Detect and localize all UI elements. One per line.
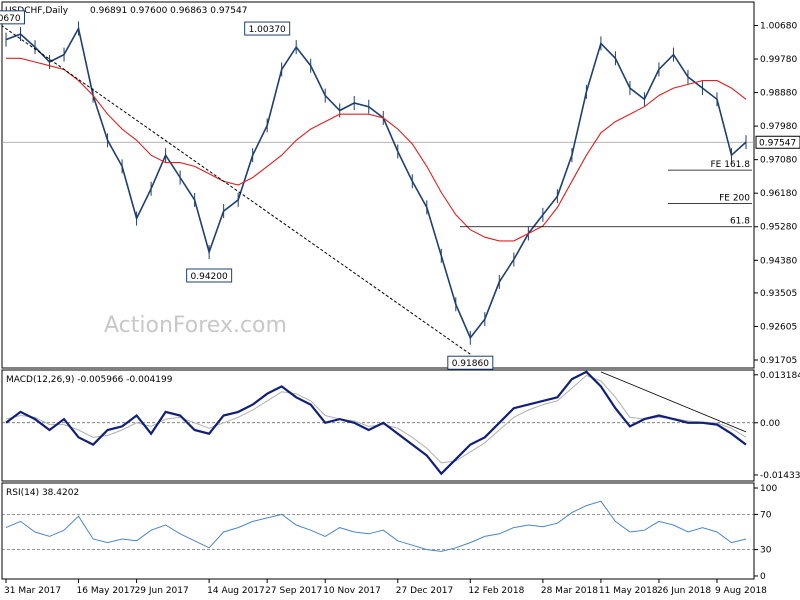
x-tick-label: 12 Feb 2018: [468, 586, 524, 596]
price-tick-label: 0.92605: [760, 322, 797, 332]
fib-level-label: 61.8: [730, 217, 750, 227]
annotation-box: [0, 10, 25, 25]
price-series-line: [5, 26, 747, 340]
rsi-layer: 100 70 30 0: [2, 484, 777, 582]
moving-average-line: [6, 57, 747, 242]
annotation-box: [186, 268, 233, 283]
rsi-title: RSI(14) 38.4202: [6, 488, 79, 498]
price-tick-label: 0.97980: [760, 122, 797, 132]
current-price-box: [755, 135, 800, 149]
annotation-box: [244, 21, 291, 36]
x-axis: 31 Mar 2017 16 May 2017 29 Jun 2017 14 Aug …: [4, 579, 767, 596]
x-tick-label: 28 Mar 2018: [541, 586, 598, 596]
price-trendline: [1, 25, 471, 355]
chart-ohlc: 0.96891 0.97600 0.96863 0.97547: [90, 6, 247, 16]
watermark: ActionForex.com: [104, 313, 287, 338]
x-tick-label: 14 Aug 2017: [207, 586, 265, 596]
macd-tick-label: 0.00: [760, 419, 780, 429]
rsi-tick-label: 70: [760, 510, 772, 520]
x-tick-label: 31 Mar 2017: [4, 586, 61, 596]
x-tick-label: 9 Aug 2018: [715, 586, 767, 596]
x-tick-label: 16 May 2017: [77, 586, 136, 596]
chart-symbol: USDCHF,Daily: [5, 6, 69, 16]
x-tick-label: 26 Jun 2018: [657, 586, 711, 596]
current-price-label: 0.97547: [759, 138, 796, 148]
x-tick-label: 27 Sep 2017: [265, 586, 322, 596]
price-layer: 1.00680 0.99780 0.98880 0.97980 0.97080 0.961…: [0, 10, 800, 370]
price-tick-label: 0.95280: [760, 223, 797, 233]
macd-layer: 0.013184 0.00 -0.014339: [2, 370, 800, 481]
macd-tick-label: -0.014339: [760, 471, 800, 481]
rsi-tick-label: 100: [760, 484, 777, 494]
macd-tick-label: 0.013184: [760, 371, 800, 381]
fib-level-label: FE 200: [719, 194, 750, 204]
rsi-line: [5, 500, 747, 552]
fib-level-label: FE 161.8: [711, 160, 751, 170]
price-tick-label: 0.98880: [760, 89, 797, 99]
annotation-label: 0.91860: [452, 359, 489, 369]
macd-title: MACD(12,26,9) -0.005966 -0.004199: [6, 375, 173, 385]
x-tick-label: 11 May 2018: [599, 586, 658, 596]
x-tick-label: 10 Nov 2017: [323, 586, 381, 596]
price-tick-label: 0.93505: [760, 289, 797, 299]
annotation-label: 1.00370: [249, 25, 286, 35]
price-tick-label: 0.97080: [760, 156, 797, 166]
x-tick-label: 27 Dec 2017: [396, 586, 454, 596]
rsi-tick-label: 0: [760, 572, 766, 582]
price-tick-label: 0.96180: [760, 189, 797, 199]
price-tick-label: 0.99780: [760, 55, 797, 65]
price-tick-label: 1.00680: [760, 21, 797, 31]
macd-line: [5, 370, 747, 476]
macd-trendline: [600, 371, 747, 433]
annotation-label: 0.94200: [191, 272, 228, 282]
x-tick-label: 29 Jun 2017: [135, 586, 189, 596]
annotation-box: [447, 355, 494, 370]
price-tick-label: 0.94380: [760, 256, 797, 266]
rsi-tick-label: 30: [760, 546, 772, 556]
price-tick-label: 0.91705: [760, 356, 797, 366]
